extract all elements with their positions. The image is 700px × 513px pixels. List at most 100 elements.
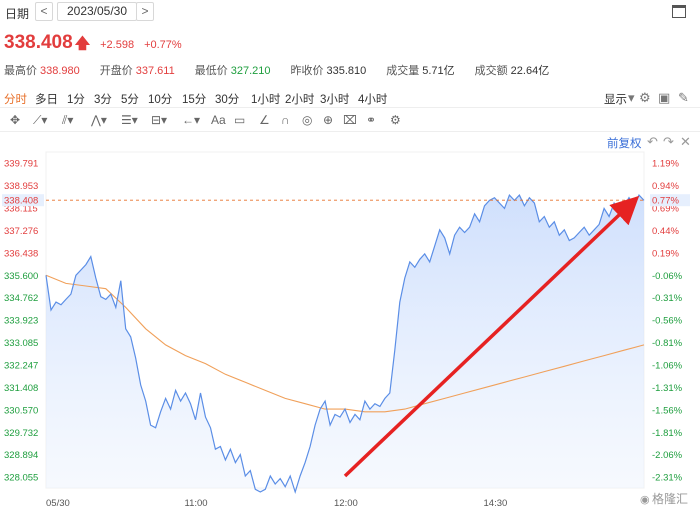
y-axis-left: 339.791 338.953 338.115 337.276 336.438 335.6…: [4, 159, 38, 484]
period-tab[interactable]: 2小时: [285, 94, 315, 106]
period-tab[interactable]: 5分: [121, 94, 139, 106]
link-icon[interactable]: ⚭: [366, 113, 377, 127]
current-price-box: [2, 194, 44, 207]
stat-key: 成交量: [386, 65, 420, 77]
lock-icon[interactable]: ⊕: [323, 113, 334, 127]
y-tick-label: 339.791: [4, 159, 38, 170]
y-tick-label: 332.247: [4, 361, 38, 372]
adjust-mode-button[interactable]: 前复权: [607, 138, 642, 150]
text-icon[interactable]: Aa: [211, 113, 226, 127]
y-tick-label: 338.953: [4, 181, 38, 192]
y-pct-tick-label: -0.31%: [652, 293, 683, 304]
stat-value: 337.611: [135, 65, 175, 77]
current-pct-box: [650, 194, 690, 207]
stat-item: 最低价 327.210: [195, 62, 271, 78]
y-pct-tick-label: -0.56%: [652, 316, 683, 327]
window-icon[interactable]: [672, 5, 686, 18]
channel-icon[interactable]: ⫽▾: [62, 113, 74, 127]
y-pct-tick-label: 1.19%: [652, 159, 679, 170]
y-pct-tick-label: -2.31%: [652, 473, 683, 484]
undo-icon[interactable]: ↶: [647, 134, 658, 149]
next-day-button[interactable]: >: [136, 2, 154, 21]
stat-item: 最高价 338.980: [4, 62, 80, 78]
stat-item: 成交量 5.71亿: [386, 62, 454, 78]
stat-key: 昨收价: [290, 65, 324, 77]
period-tab[interactable]: 多日: [35, 94, 58, 106]
period-tab[interactable]: 3分: [94, 94, 112, 106]
stats-row: 最高价 338.980 开盘价 337.611 最低价 327.210 昨收价 335.810…: [4, 62, 569, 78]
stat-key: 最低价: [194, 65, 228, 77]
period-tab[interactable]: 15分: [182, 94, 207, 106]
trash-icon[interactable]: ⌧: [343, 113, 357, 127]
y-tick-label: 328.894: [4, 450, 38, 461]
x-axis: 05/30 11:00 12:00 14:30: [46, 498, 507, 509]
eye-icon[interactable]: ◎: [302, 113, 313, 127]
y-tick-label: 334.762: [4, 293, 38, 304]
y-axis-right: 1.19% 0.94% 0.69% 0.44% 0.19% -0.06% -0.31% -0.…: [652, 159, 683, 484]
x-tick-label: 12:00: [334, 498, 358, 509]
x-tick-label: 11:00: [185, 498, 208, 509]
period-tab[interactable]: 30分: [215, 94, 240, 106]
y-pct-tick-label: -1.81%: [652, 428, 683, 439]
y-pct-tick-label: -1.06%: [652, 361, 683, 372]
y-pct-tick-label: 0.69%: [652, 204, 679, 215]
price-change-pct: +0.77%: [144, 39, 182, 51]
y-pct-tick-label: 0.19%: [652, 248, 679, 259]
up-arrow-icon: 🡅: [74, 35, 91, 52]
y-tick-label: 335.600: [4, 271, 38, 282]
stat-value: 22.64亿: [510, 65, 550, 77]
current-price: 338.408: [4, 32, 73, 53]
settings-icon[interactable]: ⚙: [639, 90, 651, 105]
y-tick-label: 331.408: [4, 383, 38, 394]
x-tick-label: 05/30: [46, 498, 70, 509]
redo-icon[interactable]: ↷: [663, 134, 674, 149]
stat-value: 335.810: [326, 65, 367, 77]
drawing-toolbar: ✥ ⟋▾ ⫽▾ ⋀▾ ☰▾ ⊟▾ ←▾ Aa ▭ ∠ ∩ ◎ ⊕ ⌧ ⚭ ⚙: [0, 110, 700, 132]
stat-key: 开盘价: [99, 65, 133, 77]
y-pct-tick-label: -1.31%: [652, 383, 683, 394]
y-tick-label: 329.732: [4, 428, 38, 439]
watermark-text: 格隆汇: [652, 491, 688, 506]
stat-item: 昨收价 335.810: [290, 62, 366, 78]
channel-tool-icon[interactable]: ⊟▾: [151, 113, 168, 127]
period-tab[interactable]: 4小时: [358, 94, 388, 106]
stat-key: 最高价: [4, 65, 37, 77]
period-tab[interactable]: 3小时: [320, 94, 350, 106]
period-tab[interactable]: 分时: [4, 94, 27, 106]
date-bar: 日期 < 2023/05/30 >: [0, 0, 700, 24]
pen-icon[interactable]: ✎: [678, 90, 689, 105]
arrow-icon[interactable]: ←▾: [182, 113, 201, 127]
stat-value: 327.210: [230, 65, 271, 77]
quote-header: 338.408 🡅 +2.598 +0.77%: [4, 32, 182, 58]
stat-value: 5.71亿: [422, 65, 455, 77]
crosshair-icon[interactable]: ✥: [10, 113, 21, 127]
settings-icon[interactable]: ⚙: [390, 113, 401, 127]
y-pct-tick-label: 0.44%: [652, 226, 679, 237]
display-menu[interactable]: 显示: [604, 94, 627, 106]
y-tick-label: 338.115: [4, 204, 38, 215]
comment-icon[interactable]: ▭: [234, 113, 246, 127]
close-icon[interactable]: ✕: [680, 134, 691, 149]
camera-icon[interactable]: ▣: [658, 90, 671, 105]
prev-day-button[interactable]: <: [35, 2, 53, 21]
period-tabs: 显示 ▾ ⚙ ▣ ✎ 分时 多日 1分 3分 5分 10分 15分 30分 1小时 2小时 3小时 4…: [0, 88, 700, 108]
watermark-logo-icon: ◉: [640, 494, 650, 506]
chevron-down-icon[interactable]: ▾: [628, 90, 635, 105]
magnet-icon[interactable]: ∩: [281, 113, 290, 127]
stat-key: 成交额: [474, 65, 508, 77]
y-tick-label: 337.276: [4, 226, 38, 237]
price-line: [45, 193, 645, 495]
period-tab[interactable]: 1小时: [251, 94, 281, 106]
stat-item: 成交额 22.64亿: [475, 62, 550, 78]
pattern-icon[interactable]: ⋀▾: [91, 113, 107, 127]
period-tab[interactable]: 10分: [148, 94, 173, 106]
period-tab[interactable]: 1分: [67, 94, 85, 106]
y-tick-label: 333.923: [4, 316, 38, 327]
trendline-icon[interactable]: ⟋▾: [33, 113, 48, 127]
y-pct-tick-label: 0.94%: [652, 181, 679, 192]
pencil-icon[interactable]: ∠: [259, 113, 270, 127]
current-price-label: 338.408: [4, 196, 38, 207]
fibonacci-icon[interactable]: ☰▾: [121, 113, 138, 127]
y-tick-label: 333.085: [4, 338, 38, 349]
